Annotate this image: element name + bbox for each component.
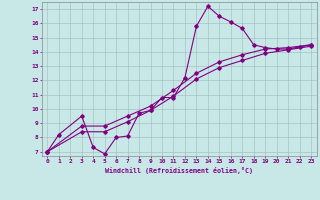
- X-axis label: Windchill (Refroidissement éolien,°C): Windchill (Refroidissement éolien,°C): [105, 167, 253, 174]
